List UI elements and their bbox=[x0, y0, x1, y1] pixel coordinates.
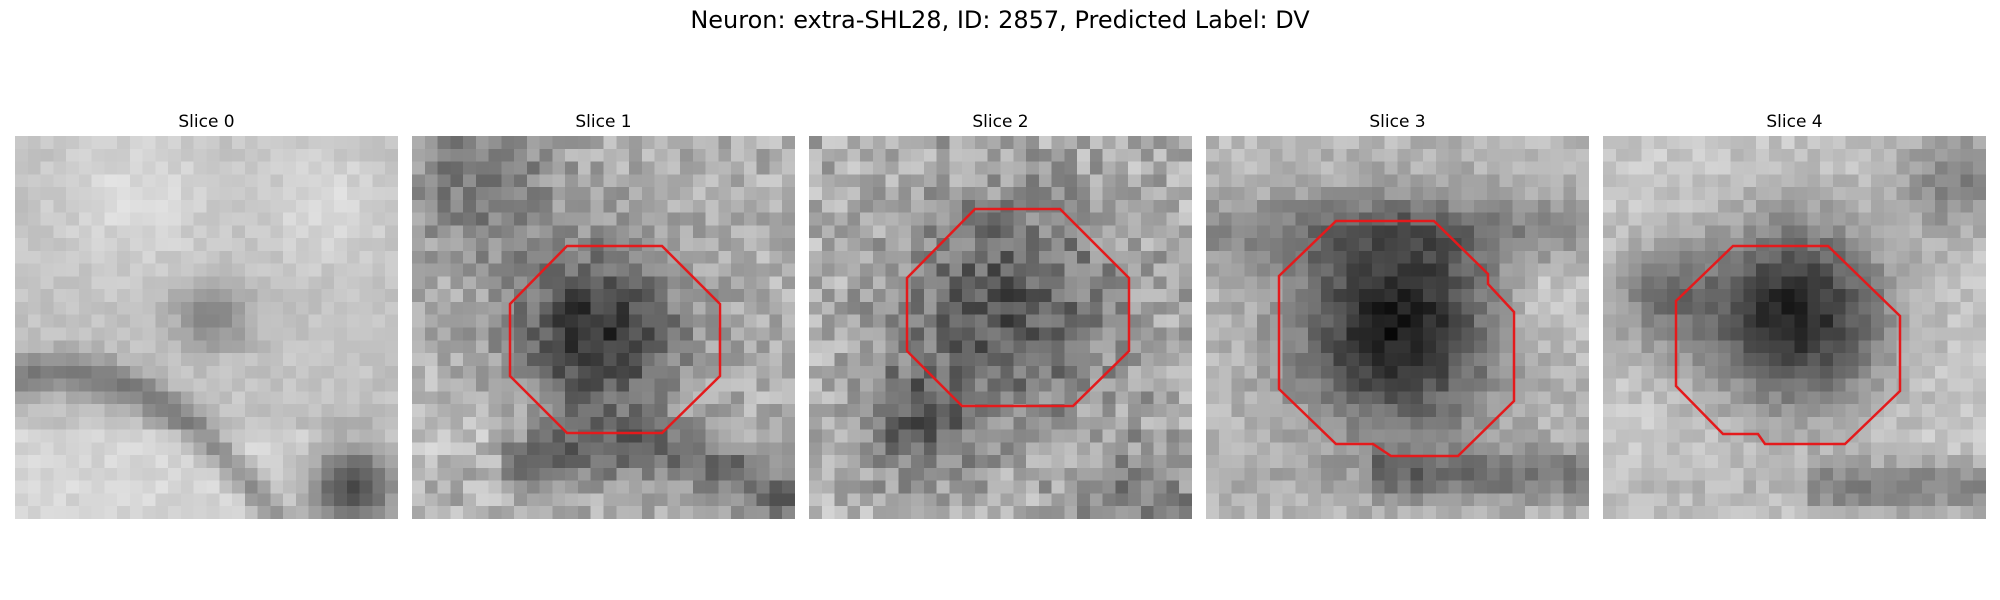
contour-overlay-2 bbox=[905, 207, 1131, 408]
slice-image-2 bbox=[809, 136, 1192, 519]
contour-polygon-2 bbox=[905, 207, 1131, 408]
slice-title-1: Slice 1 bbox=[575, 112, 632, 132]
slice-title-4: Slice 4 bbox=[1766, 112, 1823, 132]
slice-pixels-1 bbox=[412, 136, 795, 519]
slice-pixels-0 bbox=[15, 136, 398, 519]
contour-overlay-1 bbox=[508, 244, 722, 435]
slice-title-2: Slice 2 bbox=[972, 112, 1029, 132]
contour-overlay-3 bbox=[1277, 219, 1516, 458]
slice-title-3: Slice 3 bbox=[1369, 112, 1426, 132]
contour-overlay-4 bbox=[1674, 244, 1902, 446]
slice-panel-4: Slice 4 bbox=[1603, 111, 1986, 519]
slice-image-1 bbox=[412, 136, 795, 519]
slice-image-4 bbox=[1603, 136, 1986, 519]
contour-polygon-3 bbox=[1277, 219, 1516, 458]
contour-polygon-4 bbox=[1674, 244, 1902, 446]
contour-polygon-1 bbox=[508, 244, 722, 435]
slice-title-0: Slice 0 bbox=[178, 112, 235, 132]
figure-title: Neuron: extra-SHL28, ID: 2857, Predicted… bbox=[690, 6, 1310, 34]
slice-image-0 bbox=[15, 136, 398, 519]
slice-panel-2: Slice 2 bbox=[809, 111, 1192, 519]
slice-panel-0: Slice 0 bbox=[15, 111, 398, 519]
slice-panel-3: Slice 3 bbox=[1206, 111, 1589, 519]
slice-panel-1: Slice 1 bbox=[412, 111, 795, 519]
slice-pixels-4 bbox=[1603, 136, 1986, 519]
slice-image-3 bbox=[1206, 136, 1589, 519]
